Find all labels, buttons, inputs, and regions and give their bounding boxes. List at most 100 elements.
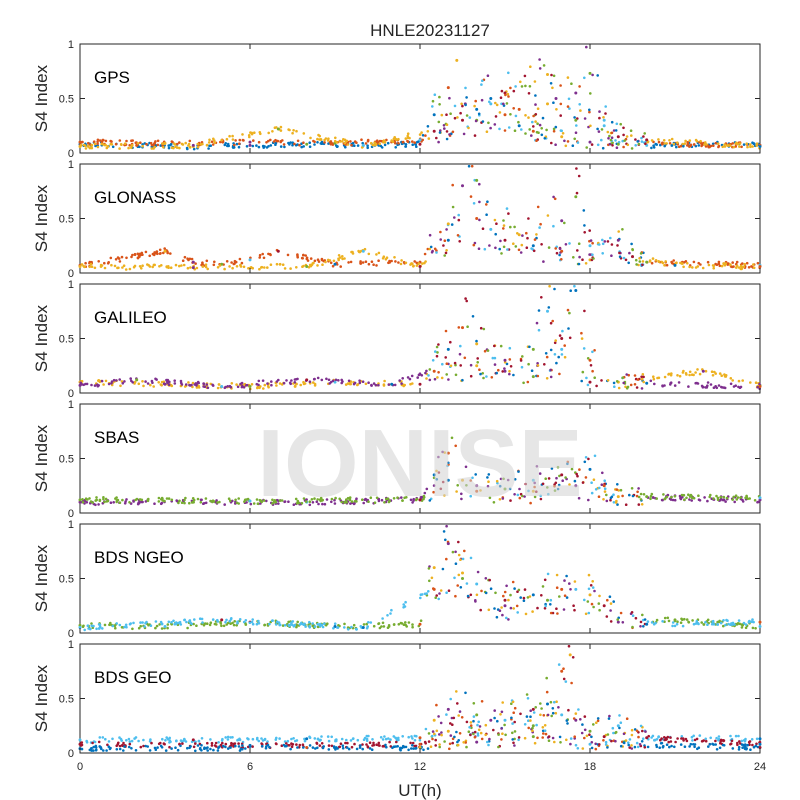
data-point xyxy=(696,368,699,371)
data-point xyxy=(361,747,365,751)
data-point xyxy=(97,379,101,382)
data-point xyxy=(435,354,439,358)
data-point xyxy=(115,748,119,751)
data-point xyxy=(228,265,231,268)
data-point xyxy=(320,378,324,382)
data-point xyxy=(283,145,286,149)
data-point xyxy=(603,240,607,243)
data-point xyxy=(154,140,157,143)
data-point xyxy=(558,595,561,598)
data-point xyxy=(381,257,385,260)
data-point xyxy=(450,223,454,226)
data-point xyxy=(611,144,614,147)
data-point xyxy=(661,498,664,502)
data-point xyxy=(281,624,285,627)
data-point xyxy=(158,248,162,252)
data-point xyxy=(612,731,615,735)
data-point xyxy=(269,144,273,147)
data-point xyxy=(295,743,298,746)
data-point xyxy=(526,596,530,599)
data-point xyxy=(512,711,515,714)
data-point xyxy=(153,502,156,506)
data-point xyxy=(526,380,530,384)
data-point xyxy=(183,738,186,741)
data-point xyxy=(311,746,315,749)
data-point xyxy=(347,261,350,264)
series-point xyxy=(191,143,195,147)
data-point xyxy=(465,96,468,99)
data-point xyxy=(641,729,644,733)
data-point xyxy=(315,500,319,504)
data-point xyxy=(609,620,613,623)
data-point xyxy=(448,96,451,100)
data-point xyxy=(199,501,203,504)
data-point xyxy=(505,362,509,366)
data-point xyxy=(398,379,402,382)
data-point xyxy=(531,729,534,733)
data-point xyxy=(503,367,506,370)
data-point xyxy=(549,603,552,606)
x-tick-label: 0 xyxy=(77,761,83,773)
series-point xyxy=(503,369,507,373)
data-point xyxy=(505,207,509,210)
data-point xyxy=(163,499,166,503)
data-point xyxy=(197,381,200,385)
data-point xyxy=(433,377,437,381)
data-point xyxy=(459,364,463,367)
series-point xyxy=(531,375,535,379)
data-point xyxy=(186,266,190,270)
series-point xyxy=(546,309,549,313)
data-point xyxy=(151,381,154,385)
data-point xyxy=(119,384,122,388)
data-point xyxy=(485,203,488,206)
data-point xyxy=(265,499,268,503)
data-point xyxy=(177,621,180,625)
data-point xyxy=(681,737,685,740)
data-point xyxy=(285,742,288,745)
data-point xyxy=(587,573,591,577)
data-point xyxy=(361,743,364,746)
data-point xyxy=(598,110,601,113)
data-point xyxy=(360,138,363,141)
data-point xyxy=(573,116,576,119)
data-point xyxy=(279,140,283,144)
data-point xyxy=(419,619,423,622)
series-point xyxy=(616,238,620,242)
data-point xyxy=(229,622,232,625)
data-point xyxy=(536,107,540,110)
data-point xyxy=(241,747,244,751)
data-point xyxy=(302,145,306,148)
data-point xyxy=(269,138,272,142)
data-point xyxy=(666,616,670,620)
data-point xyxy=(122,741,125,745)
data-point xyxy=(546,572,550,576)
data-point xyxy=(237,742,240,745)
data-point xyxy=(211,618,215,621)
data-point xyxy=(496,719,499,723)
data-point xyxy=(712,497,715,500)
data-point xyxy=(426,125,430,128)
data-point xyxy=(279,125,283,129)
data-point xyxy=(377,383,380,387)
data-point xyxy=(550,141,553,145)
data-point xyxy=(737,619,741,622)
data-point xyxy=(85,498,88,501)
data-point xyxy=(367,500,370,504)
data-point xyxy=(91,741,94,745)
data-point xyxy=(465,745,468,749)
data-point xyxy=(508,346,512,350)
data-point xyxy=(110,382,113,385)
plot-frame xyxy=(79,163,761,274)
data-point xyxy=(661,261,665,265)
data-point xyxy=(383,141,387,144)
data-point xyxy=(392,735,396,738)
y-tick-label: 0.5 xyxy=(59,94,74,106)
data-point xyxy=(507,212,510,215)
data-point xyxy=(712,264,716,268)
data-point xyxy=(146,745,149,748)
data-point xyxy=(168,745,171,749)
data-point xyxy=(715,736,718,740)
data-point xyxy=(355,141,358,144)
data-point xyxy=(281,139,284,142)
data-point xyxy=(292,129,295,132)
